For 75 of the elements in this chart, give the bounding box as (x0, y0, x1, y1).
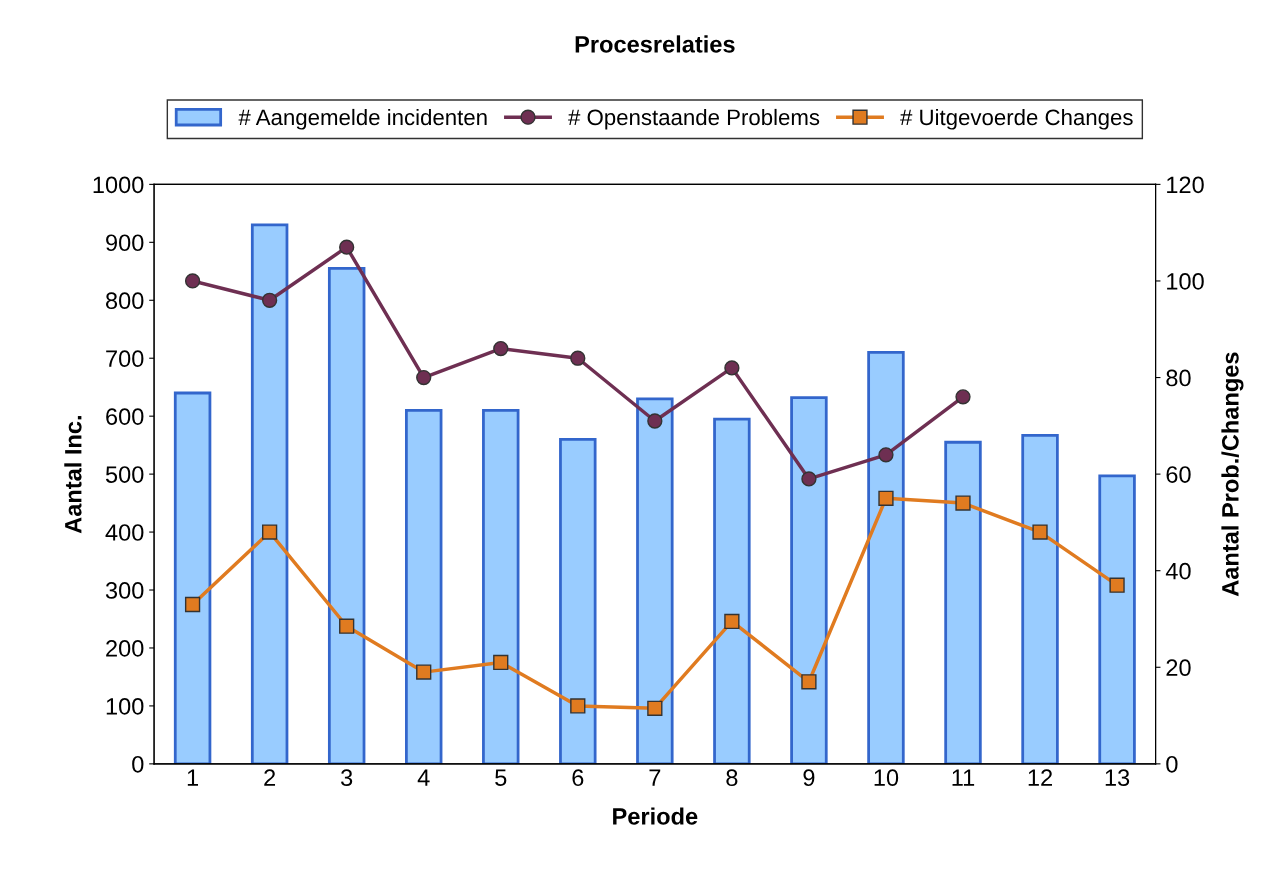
y-tick-label: 700 (106, 350, 144, 368)
y2-tick-label: 80 (1166, 369, 1191, 387)
x-axis-title: Periode (613, 807, 698, 825)
y-tick-label: 100 (106, 697, 144, 715)
point (416, 369, 432, 386)
y-axis-title: Aantal Inc. (64, 416, 82, 534)
bar (867, 351, 905, 764)
y-tick-label: 500 (105, 466, 144, 483)
bar (713, 417, 751, 764)
legend-label: # Uitgevoerde Changes (900, 108, 1133, 130)
bar (405, 408, 443, 764)
y-tick-label: 300 (105, 582, 144, 599)
y-tick-label: 200 (106, 640, 144, 657)
x-tick-label: 8 (726, 769, 738, 787)
y2-tick-label: 20 (1166, 659, 1191, 677)
bar (327, 267, 366, 764)
legend-label: # Openstaande Problems (568, 108, 820, 130)
point (184, 273, 201, 289)
y2-tick-label: 120 (1167, 176, 1204, 194)
bar (559, 437, 597, 764)
x-tick-label: 5 (495, 769, 507, 787)
chart-title: Procesrelaties (575, 35, 735, 53)
bar (944, 440, 982, 764)
point (801, 674, 817, 690)
x-tick-label: 2 (264, 769, 276, 786)
legend-label: # Aangemelde incidenten (238, 108, 487, 130)
bar (250, 223, 289, 764)
point (570, 350, 586, 366)
bar (790, 396, 828, 764)
x-tick-label: 13 (1105, 769, 1130, 787)
bar (636, 397, 674, 764)
y2-axis-title: Aantal Prob./Changes (1221, 352, 1244, 597)
y-tick-label: 1000 (93, 176, 144, 194)
x-tick-label: 7 (649, 769, 661, 786)
point (570, 698, 586, 714)
point (724, 613, 740, 630)
point (878, 447, 894, 463)
y2-tick-label: 100 (1167, 273, 1204, 290)
y-tick-label: 0 (132, 755, 144, 773)
y2-tick-label: 60 (1166, 466, 1191, 483)
point (416, 664, 432, 680)
point (955, 389, 971, 405)
bar (482, 408, 520, 764)
point (339, 239, 355, 255)
bar (173, 391, 212, 764)
point (262, 292, 278, 308)
y2-tick-label: 0 (1166, 755, 1178, 773)
point (262, 524, 278, 540)
bar (1021, 433, 1059, 764)
x-tick-label: 9 (803, 769, 815, 787)
y2-tick-label: 40 (1165, 562, 1191, 580)
y-tick-label: 600 (106, 408, 144, 425)
x-tick-label: 10 (874, 769, 899, 787)
point (1032, 524, 1048, 540)
bar (1098, 474, 1136, 764)
point (724, 360, 740, 376)
x-tick-label: 1 (187, 769, 199, 786)
y-tick-label: 400 (105, 524, 144, 541)
point (647, 700, 663, 716)
y-tick-label: 800 (105, 292, 144, 310)
point (184, 596, 201, 613)
point (647, 413, 663, 429)
point (955, 495, 971, 511)
x-tick-label: 6 (572, 769, 584, 787)
point (801, 471, 817, 487)
y-tick-label: 900 (106, 234, 144, 252)
x-tick-label: 4 (417, 769, 430, 786)
point (493, 340, 509, 357)
point (1109, 577, 1125, 593)
point (493, 654, 509, 671)
x-tick-label: 11 (952, 769, 975, 786)
point (339, 618, 355, 634)
x-tick-label: 3 (341, 769, 353, 787)
x-tick-label: 12 (1028, 769, 1052, 786)
point (878, 490, 894, 506)
